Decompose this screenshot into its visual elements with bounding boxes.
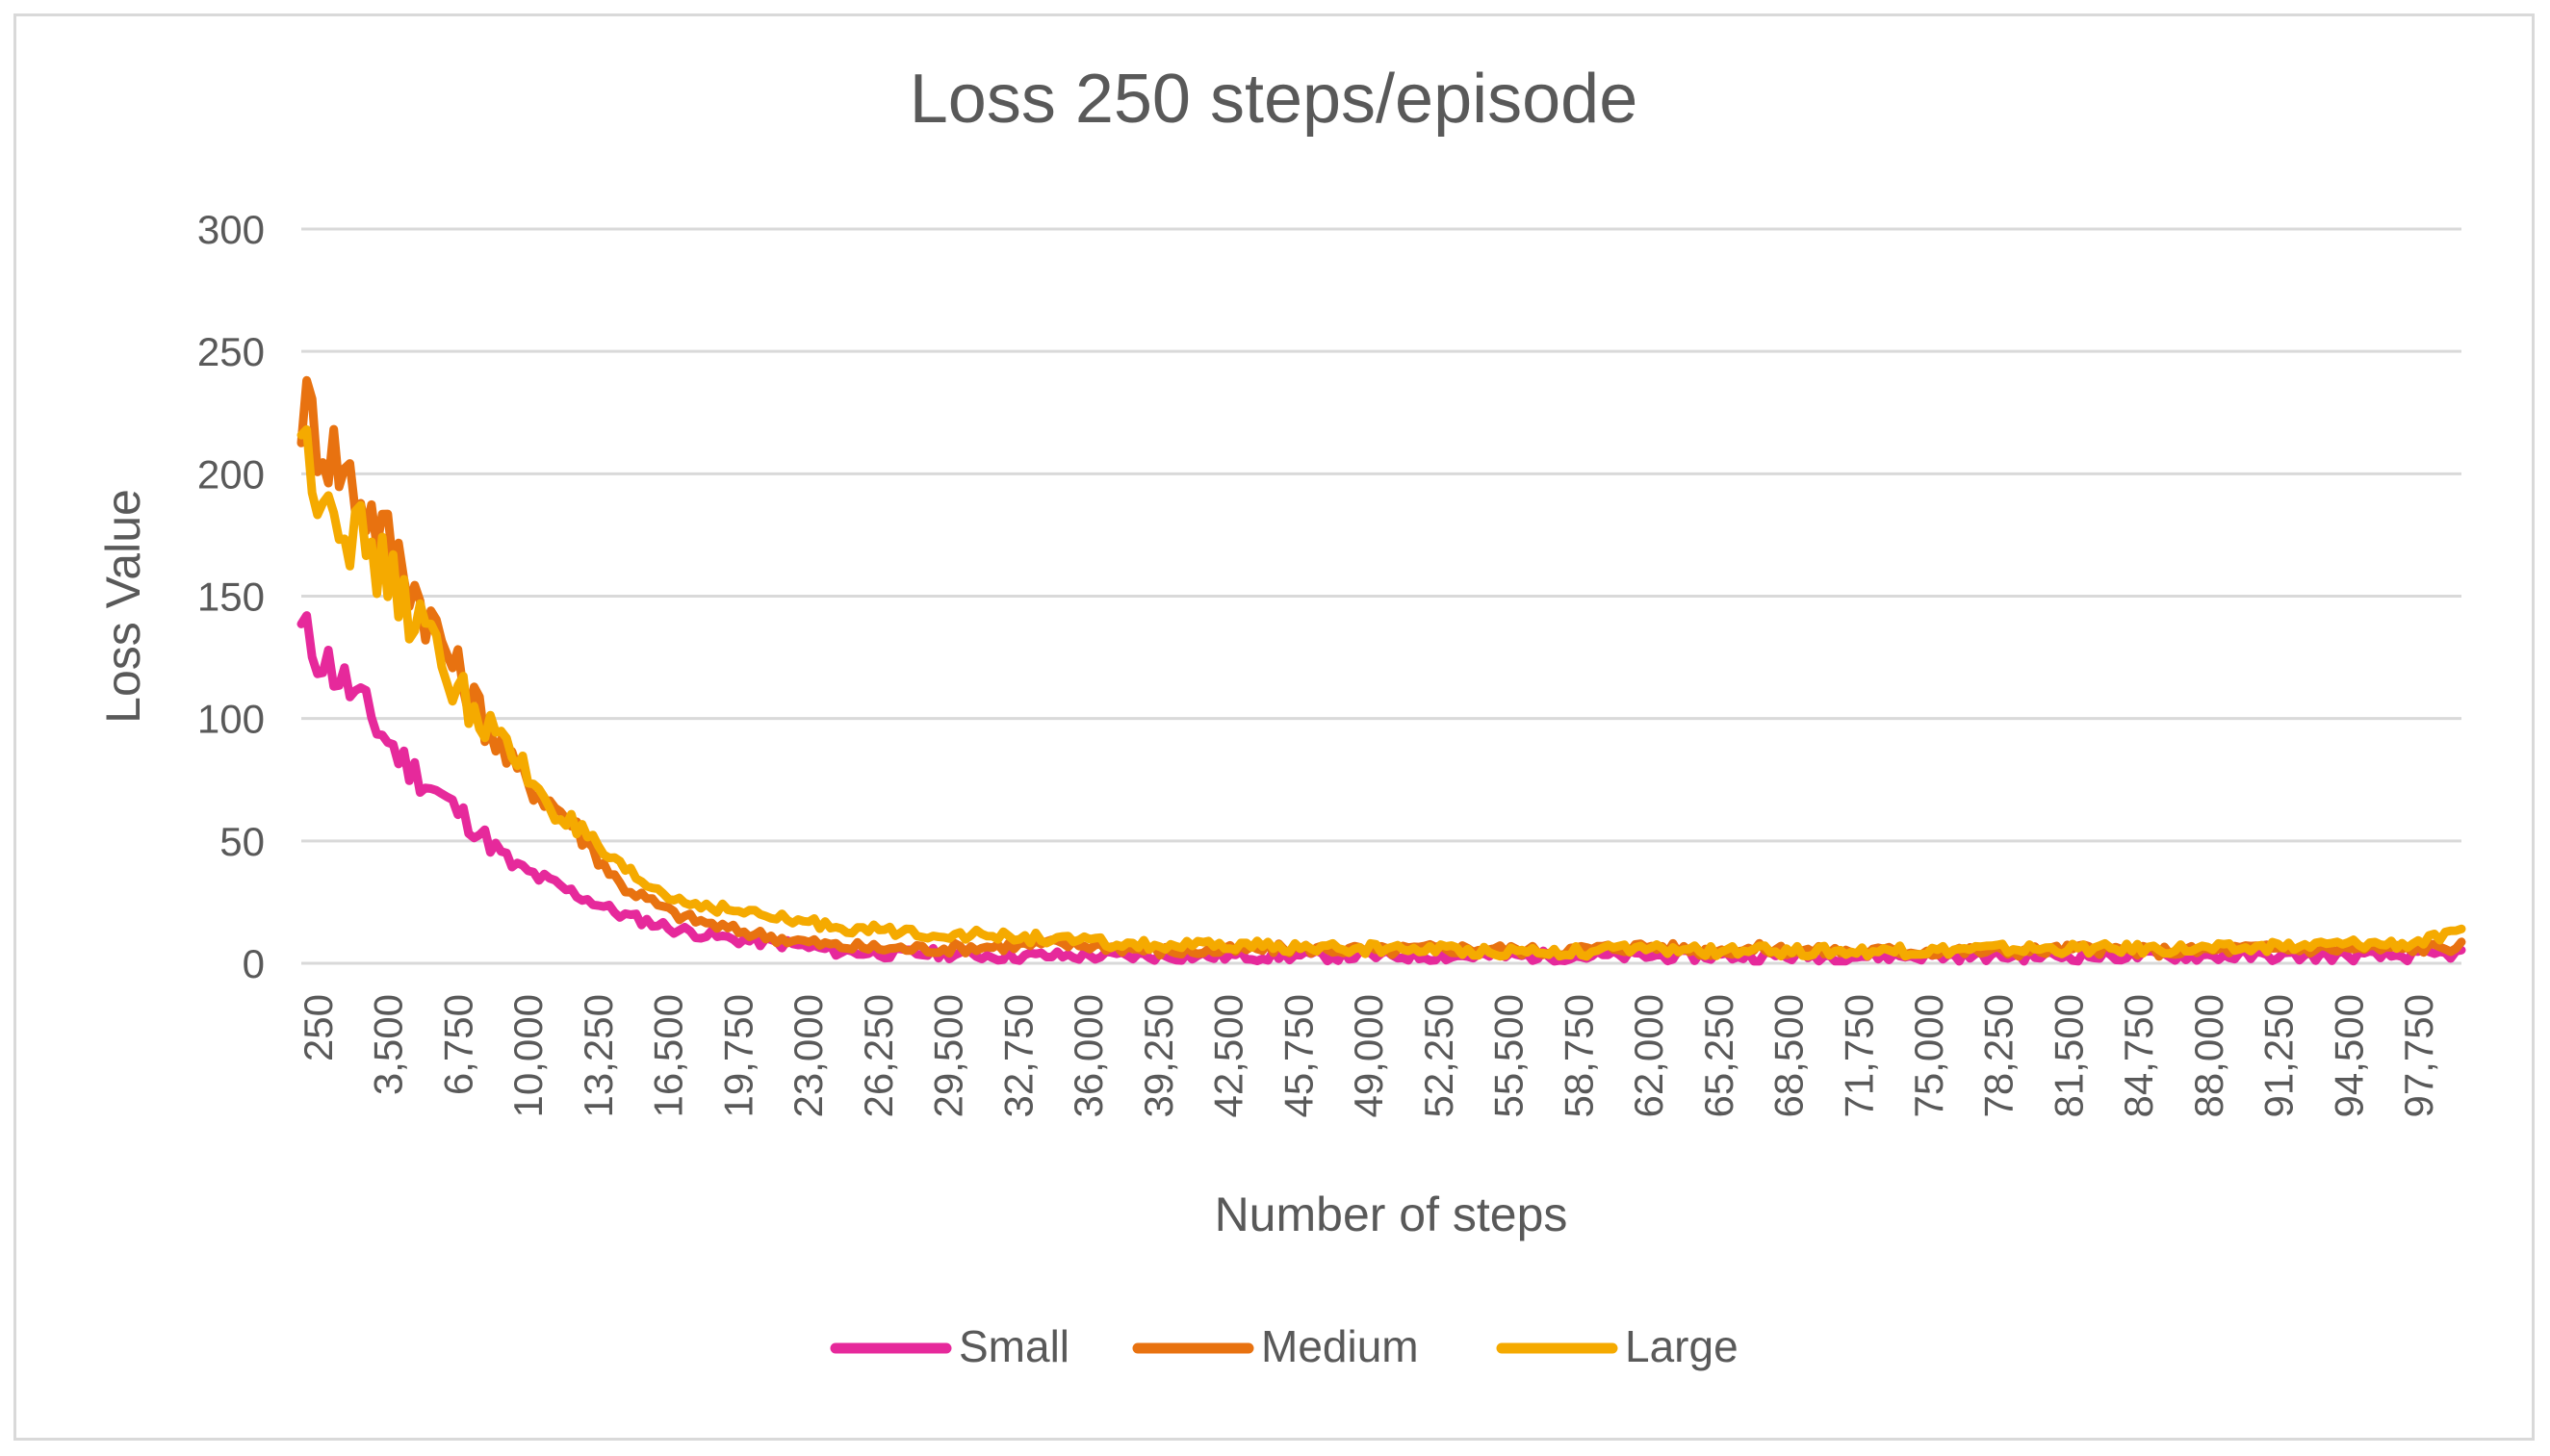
x-tick-label: 250 (296, 994, 341, 1061)
x-tick-label: 97,750 (2396, 994, 2441, 1117)
y-tick-label: 0 (243, 941, 265, 986)
series-lines (296, 375, 2466, 966)
y-axis-tick-labels: 0 50 100 150 200 250 300 (197, 207, 265, 986)
x-tick-label: 19,750 (715, 994, 760, 1117)
y-tick-label: 200 (197, 451, 265, 497)
x-tick-label: 16,500 (646, 994, 691, 1117)
chart-title: Loss 250 steps/episode (910, 61, 1638, 138)
legend: Small Medium Large (830, 1321, 1739, 1371)
x-tick-label: 42,500 (1206, 994, 1251, 1117)
series-line-small (296, 611, 2466, 966)
x-tick-label: 10,000 (505, 994, 551, 1117)
x-axis-title: Number of steps (1215, 1188, 1568, 1241)
chart-frame: Loss 250 steps/episode 0 50 100 150 200 250 30… (13, 13, 2535, 1441)
x-tick-label: 23,000 (786, 994, 831, 1117)
x-tick-label: 71,750 (1836, 994, 1881, 1117)
y-tick-label: 100 (197, 697, 265, 742)
y-tick-label: 300 (197, 207, 265, 252)
x-tick-label: 49,000 (1346, 994, 1391, 1117)
legend-label-small: Small (959, 1321, 1069, 1371)
x-tick-label: 36,000 (1066, 994, 1111, 1117)
legend-label-medium: Medium (1261, 1321, 1419, 1371)
loss-line-chart: Loss 250 steps/episode 0 50 100 150 200 250 30… (96, 61, 2466, 1371)
y-tick-label: 250 (197, 329, 265, 374)
y-axis-title: Loss Value (96, 489, 150, 724)
x-tick-label: 3,500 (366, 994, 411, 1095)
x-tick-label: 62,000 (1626, 994, 1671, 1117)
x-tick-label: 45,750 (1275, 994, 1321, 1117)
x-tick-label: 52,250 (1416, 994, 1461, 1117)
x-tick-label: 65,250 (1696, 994, 1741, 1117)
x-tick-label: 6,750 (435, 994, 480, 1095)
x-tick-label: 32,750 (995, 994, 1041, 1117)
x-tick-label: 94,500 (2326, 994, 2371, 1117)
x-tick-label: 75,000 (1906, 994, 1951, 1117)
x-tick-label: 58,750 (1556, 994, 1601, 1117)
series-line-large (296, 424, 2466, 961)
x-tick-label: 26,250 (856, 994, 901, 1117)
y-tick-label: 50 (219, 819, 265, 864)
legend-label-large: Large (1625, 1321, 1739, 1371)
x-tick-label: 81,500 (2046, 994, 2091, 1117)
x-tick-label: 55,500 (1486, 994, 1532, 1117)
x-tick-label: 13,250 (576, 994, 621, 1117)
x-tick-label: 68,500 (1766, 994, 1812, 1117)
x-tick-label: 29,500 (926, 994, 971, 1117)
x-tick-label: 88,000 (2186, 994, 2231, 1117)
x-tick-label: 78,250 (1976, 994, 2022, 1117)
x-tick-label: 39,250 (1136, 994, 1181, 1117)
x-axis-tick-labels: 250 3,500 6,750 10,000 13,250 16,500 19,750 23,… (296, 994, 2441, 1117)
x-tick-label: 84,750 (2116, 994, 2161, 1117)
y-tick-label: 150 (197, 575, 265, 620)
gridlines (301, 227, 2461, 965)
x-tick-label: 91,250 (2256, 994, 2302, 1117)
